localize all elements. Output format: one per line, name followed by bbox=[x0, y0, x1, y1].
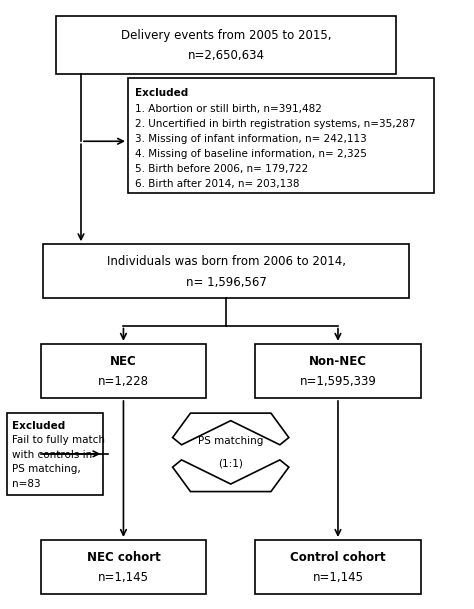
Text: NEC: NEC bbox=[110, 354, 137, 368]
Text: 2. Uncertified in birth registration systems, n=35,287: 2. Uncertified in birth registration sys… bbox=[135, 119, 415, 128]
FancyBboxPatch shape bbox=[43, 244, 410, 298]
Text: Control cohort: Control cohort bbox=[290, 551, 386, 564]
Text: PS matching: PS matching bbox=[198, 437, 264, 446]
FancyBboxPatch shape bbox=[41, 343, 206, 398]
Text: (1:1): (1:1) bbox=[218, 458, 243, 468]
Text: 3. Missing of infant information, n= 242,113: 3. Missing of infant information, n= 242… bbox=[135, 134, 366, 144]
FancyBboxPatch shape bbox=[7, 413, 103, 495]
Text: n=2,650,634: n=2,650,634 bbox=[188, 49, 265, 62]
Text: n= 1,596,567: n= 1,596,567 bbox=[186, 276, 267, 289]
Polygon shape bbox=[173, 460, 289, 491]
Polygon shape bbox=[173, 413, 289, 445]
Text: 6. Birth after 2014, n= 203,138: 6. Birth after 2014, n= 203,138 bbox=[135, 179, 299, 189]
Text: n=1,145: n=1,145 bbox=[98, 571, 149, 585]
Text: 5. Birth before 2006, n= 179,722: 5. Birth before 2006, n= 179,722 bbox=[135, 164, 308, 174]
Text: Individuals was born from 2006 to 2014,: Individuals was born from 2006 to 2014, bbox=[107, 255, 346, 268]
FancyBboxPatch shape bbox=[56, 16, 396, 74]
Text: Fail to fully match: Fail to fully match bbox=[12, 435, 105, 445]
FancyBboxPatch shape bbox=[255, 343, 420, 398]
Text: 1. Abortion or still birth, n=391,482: 1. Abortion or still birth, n=391,482 bbox=[135, 104, 321, 113]
Text: Delivery events from 2005 to 2015,: Delivery events from 2005 to 2015, bbox=[121, 29, 331, 43]
Text: NEC cohort: NEC cohort bbox=[87, 551, 160, 564]
Text: 4. Missing of baseline information, n= 2,325: 4. Missing of baseline information, n= 2… bbox=[135, 149, 366, 159]
Text: PS matching,: PS matching, bbox=[12, 465, 81, 474]
FancyBboxPatch shape bbox=[128, 78, 434, 193]
Text: n=1,595,339: n=1,595,339 bbox=[300, 375, 376, 389]
Text: Non-NEC: Non-NEC bbox=[309, 354, 367, 368]
FancyBboxPatch shape bbox=[255, 540, 420, 594]
FancyBboxPatch shape bbox=[41, 540, 206, 594]
Text: n=83: n=83 bbox=[12, 479, 40, 489]
Text: with controls in: with controls in bbox=[12, 450, 92, 460]
Text: Excluded: Excluded bbox=[135, 88, 188, 99]
Text: n=1,228: n=1,228 bbox=[98, 375, 149, 389]
Text: Excluded: Excluded bbox=[12, 421, 65, 431]
Text: n=1,145: n=1,145 bbox=[312, 571, 364, 585]
